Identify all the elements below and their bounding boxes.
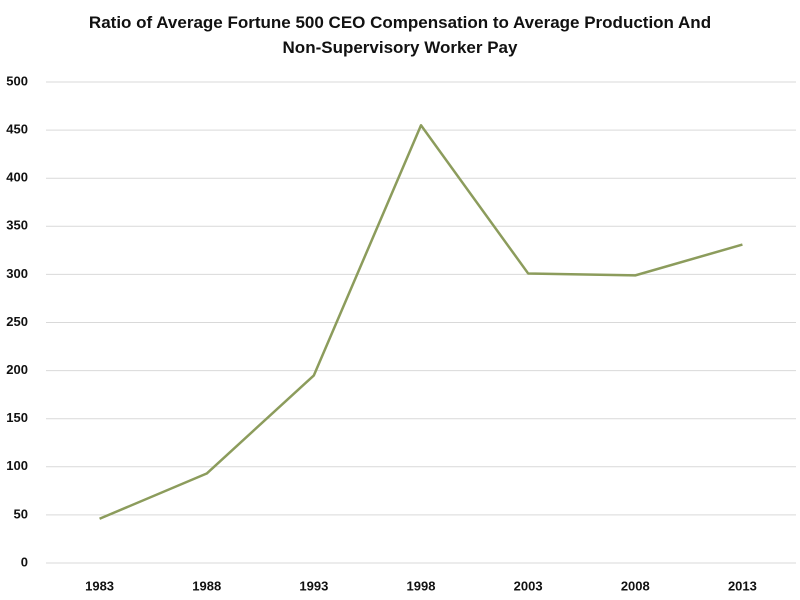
- y-tick-label: 50: [14, 506, 28, 521]
- x-tick-label: 1998: [407, 578, 436, 593]
- x-tick-label: 1988: [192, 578, 221, 593]
- y-tick-label: 200: [6, 362, 28, 377]
- y-tick-label: 300: [6, 266, 28, 281]
- y-tick-label: 400: [6, 170, 28, 185]
- x-tick-label: 2003: [514, 578, 543, 593]
- y-tick-label: 250: [6, 314, 28, 329]
- x-tick-label: 2013: [728, 578, 757, 593]
- y-tick-label: 0: [21, 554, 28, 569]
- chart-title: Ratio of Average Fortune 500 CEO Compens…: [88, 13, 712, 57]
- x-tick-label: 1983: [85, 578, 114, 593]
- y-tick-label: 450: [6, 122, 28, 137]
- y-tick-label: 150: [6, 410, 28, 425]
- y-tick-label: 100: [6, 458, 28, 473]
- x-tick-label: 1993: [299, 578, 328, 593]
- data-line: [99, 124, 743, 520]
- x-tick-label: 2008: [621, 578, 650, 593]
- y-tick-label: 500: [6, 73, 28, 88]
- y-tick-label: 350: [6, 218, 28, 233]
